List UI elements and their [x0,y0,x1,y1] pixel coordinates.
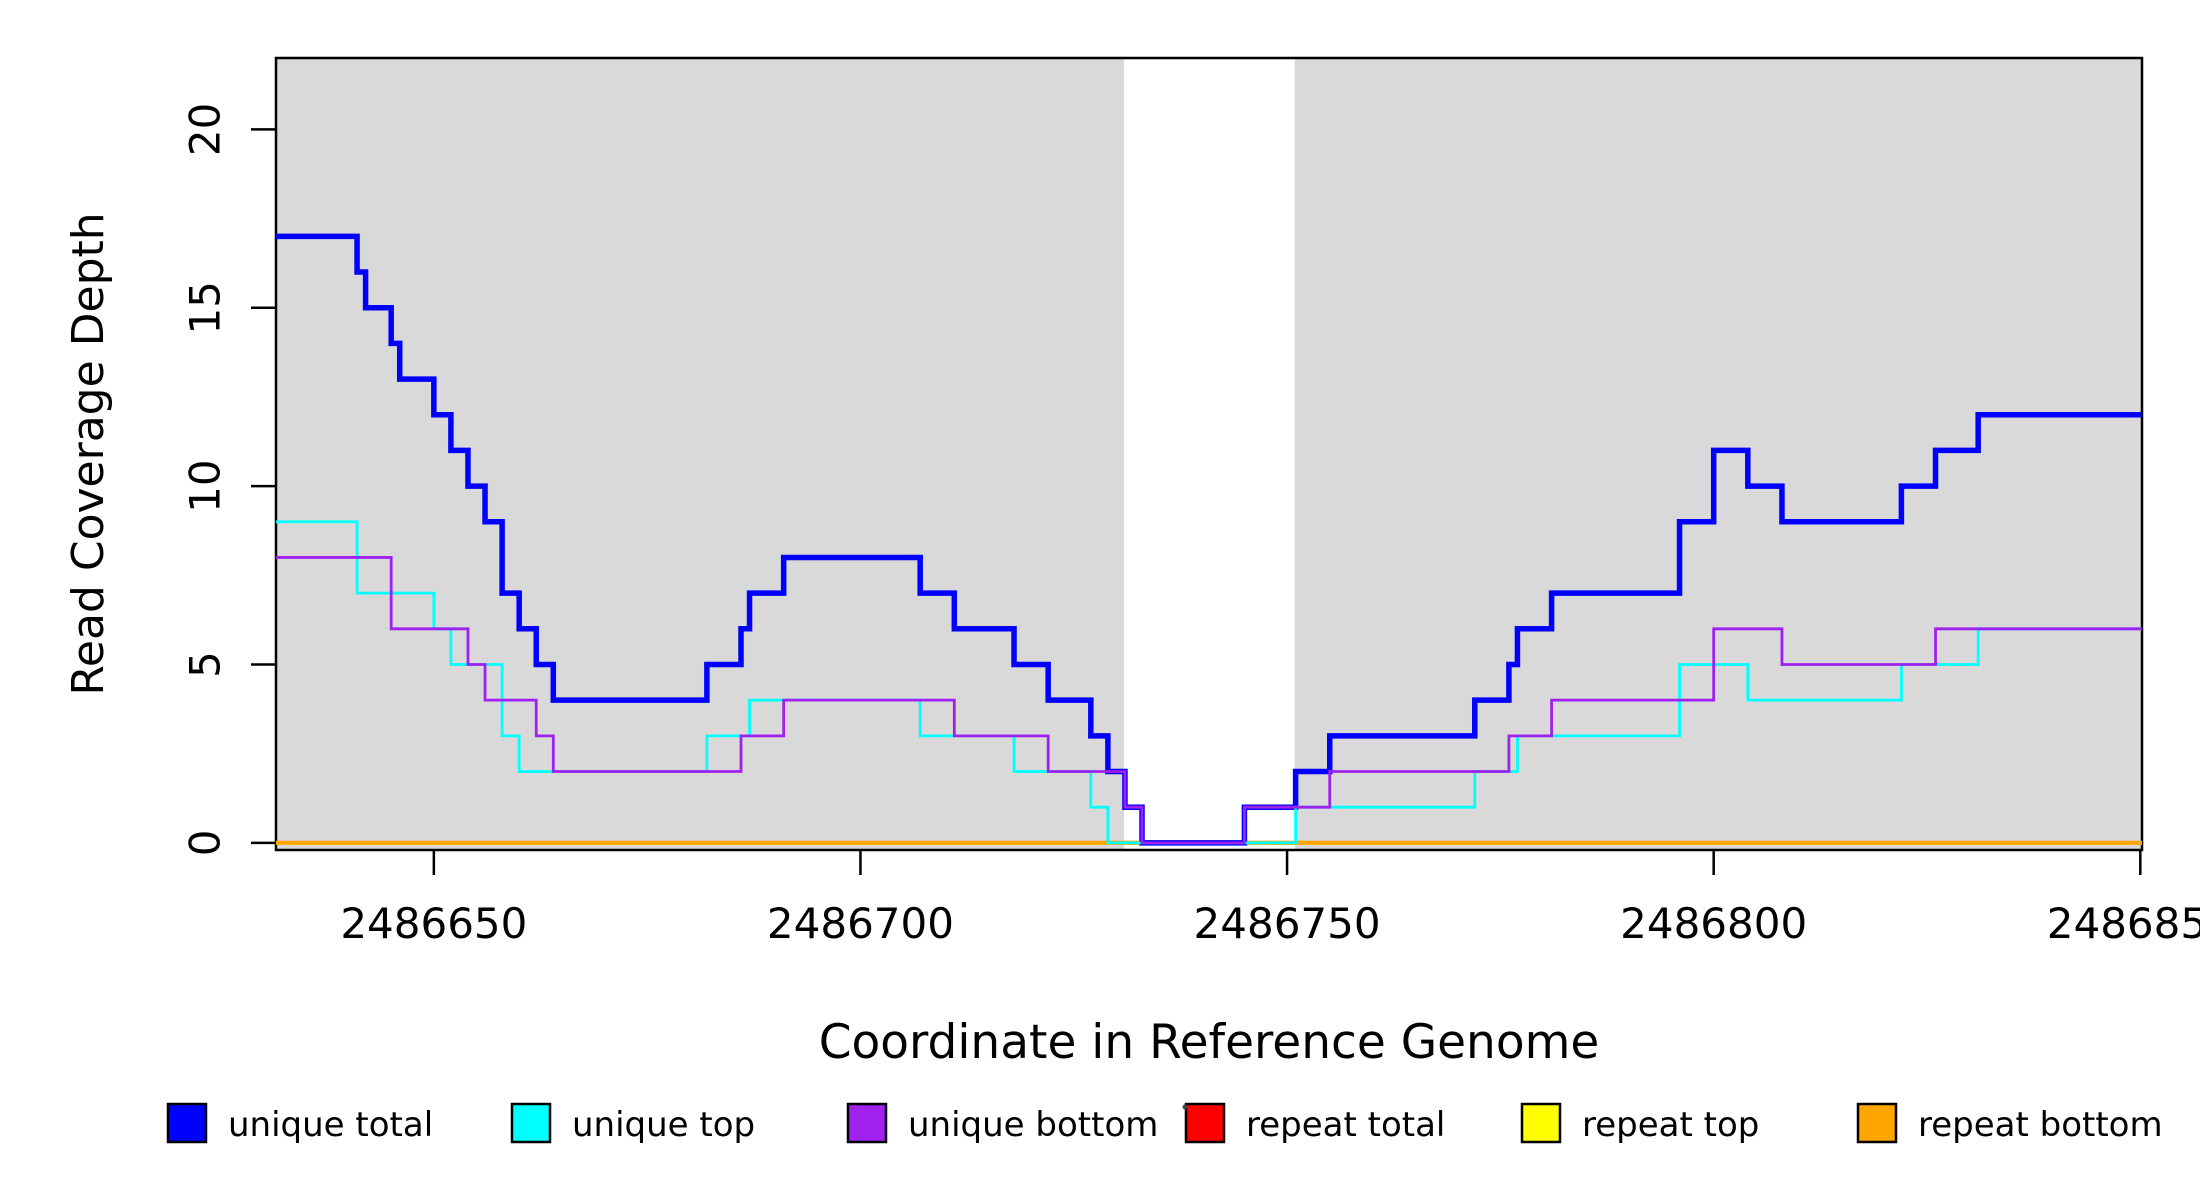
y-axis-title: Read Coverage Depth [63,212,114,695]
legend-swatch-repeat-bottom [1856,1102,1898,1144]
series-line-unique-bottom [276,556,2142,845]
legend: unique total unique top unique bottom repea… [166,1102,2163,1145]
stray-dot-artifact [1182,1104,1188,1110]
legend-swatch-repeat-total [1184,1102,1226,1144]
legend-swatch-unique-top [510,1102,552,1144]
x-axis-title: Coordinate in Reference Genome [819,1015,1600,1070]
legend-swatch-unique-total [166,1102,208,1144]
x-tick-label: 2486800 [1620,899,1807,948]
legend-label-repeat-bottom: repeat bottom [1918,1105,2163,1145]
x-tick-label: 2486650 [340,899,527,948]
y-tick-label: 0 [181,829,230,856]
y-tick-label: 15 [181,281,230,334]
legend-label-repeat-top: repeat top [1582,1105,1759,1145]
shaded-region-0 [276,58,1125,850]
legend-label-unique-top: unique top [572,1105,755,1145]
x-tick-label: 2486700 [767,899,954,948]
legend-swatch-repeat-top [1520,1102,1562,1144]
plot-box [274,56,2144,852]
legend-swatch-unique-bottom [846,1102,888,1144]
legend-label-repeat-total: repeat total [1246,1105,1445,1145]
shaded-region-1 [1294,58,2142,850]
x-tick-label: 2486750 [1194,899,1381,948]
y-tick-label: 20 [181,103,230,156]
legend-label-unique-bottom: unique bottom [908,1105,1158,1145]
y-tick-label: 10 [181,459,230,512]
y-tick-label: 5 [181,651,230,678]
series-line-unique-total [276,233,2142,846]
legend-label-unique-total: unique total [228,1105,433,1145]
